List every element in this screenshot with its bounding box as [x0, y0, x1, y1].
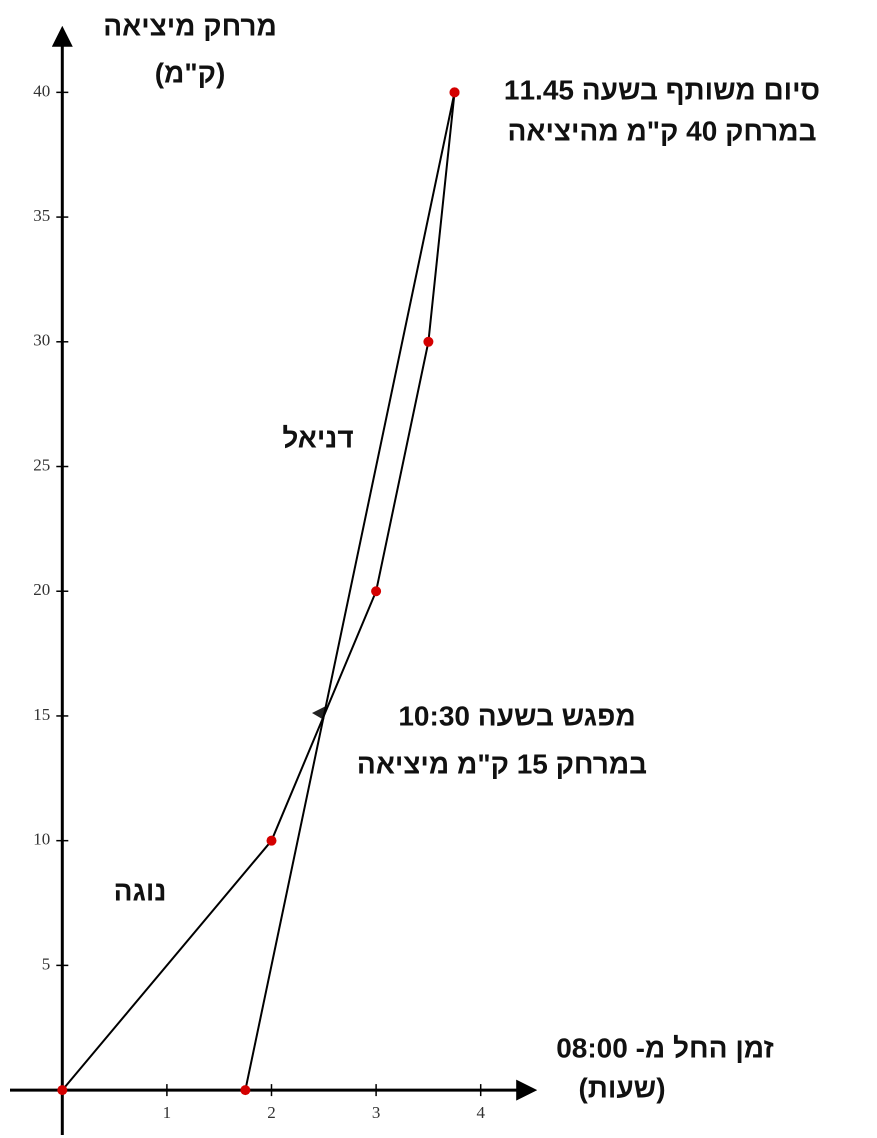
y-tick-label: 15 [33, 705, 50, 724]
data-point [266, 835, 277, 846]
data-point [240, 1085, 251, 1096]
y-axis-title: מרחק מיציאה [103, 10, 277, 41]
annotation: במרחק 15 ק"מ מיציאה [357, 748, 647, 779]
x-tick-label: 3 [372, 1103, 381, 1122]
y-tick-label: 20 [33, 580, 50, 599]
series-line [244, 92, 456, 1091]
y-tick-label: 10 [33, 830, 50, 849]
y-tick-label: 5 [42, 954, 51, 973]
annotation: סיום משותף בשעה 11.45 [504, 74, 820, 105]
x-tick-label: 1 [163, 1103, 172, 1122]
y-axis-title: (ק"מ) [155, 57, 226, 88]
y-tick-label: 40 [33, 81, 50, 100]
y-tick-label: 25 [33, 455, 50, 474]
x-tick-label: 2 [267, 1103, 276, 1122]
y-tick-label: 35 [33, 206, 50, 225]
data-point [371, 586, 382, 597]
data-point [423, 336, 434, 347]
annotation: מפגש בשעה 10:30 [398, 700, 635, 731]
x-axis-title: (שעות) [578, 1072, 665, 1103]
series-label: נוגה [114, 875, 167, 906]
y-tick-label: 30 [33, 331, 50, 350]
data-point [449, 87, 460, 98]
series-line [61, 92, 456, 1091]
annotation: במרחק 40 ק"מ מהיציאה [507, 115, 816, 146]
data-point [57, 1085, 68, 1096]
x-axis-title: זמן החל מ- 08:00 [556, 1032, 774, 1063]
x-tick-label: 4 [476, 1103, 485, 1122]
series-label: דניאל [282, 422, 353, 453]
